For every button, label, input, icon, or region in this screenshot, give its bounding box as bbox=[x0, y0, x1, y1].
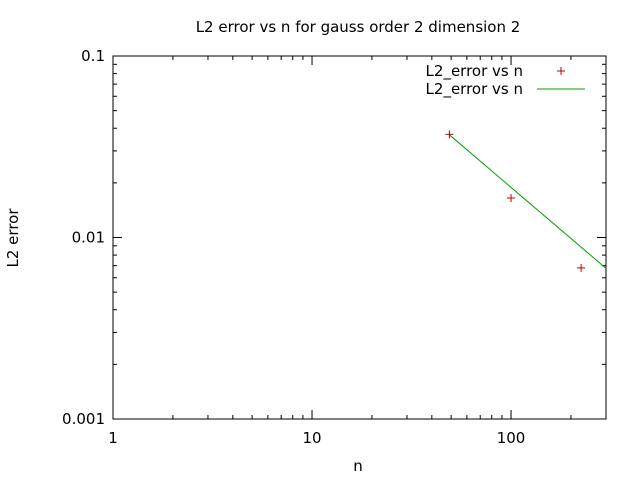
major-ticks bbox=[112, 55, 606, 420]
legend-entry-points-label: L2_error vs n bbox=[426, 62, 523, 81]
y-tick-labels: 0.001 0.01 0.1 bbox=[62, 47, 105, 428]
legend-plus-marker bbox=[557, 67, 565, 75]
x-tick-label: 1 bbox=[108, 429, 118, 447]
series-line-group bbox=[449, 134, 607, 269]
legend: L2_error vs n L2_error vs n bbox=[426, 62, 585, 99]
data-point bbox=[507, 194, 516, 203]
x-axis-label: n bbox=[353, 457, 363, 475]
legend-entry-line-label: L2_error vs n bbox=[426, 80, 523, 99]
plot-area-frame bbox=[112, 55, 607, 420]
y-tick-label: 0.01 bbox=[72, 229, 105, 247]
data-point bbox=[577, 263, 586, 272]
x-tick-label: 100 bbox=[497, 429, 526, 447]
minor-ticks bbox=[113, 56, 606, 419]
x-tick-label: 10 bbox=[302, 429, 321, 447]
data-point bbox=[445, 130, 454, 139]
y-tick-label: 0.1 bbox=[81, 47, 105, 65]
series-line bbox=[449, 134, 607, 269]
legend-points-marker bbox=[557, 67, 565, 75]
chart-title: L2 error vs n for gauss order 2 dimensio… bbox=[196, 18, 521, 36]
x-tick-labels: 1 10 100 bbox=[108, 429, 525, 447]
y-tick-label: 0.001 bbox=[62, 410, 105, 428]
series-points-group bbox=[445, 130, 586, 272]
y-axis-label: L2 error bbox=[4, 208, 22, 268]
